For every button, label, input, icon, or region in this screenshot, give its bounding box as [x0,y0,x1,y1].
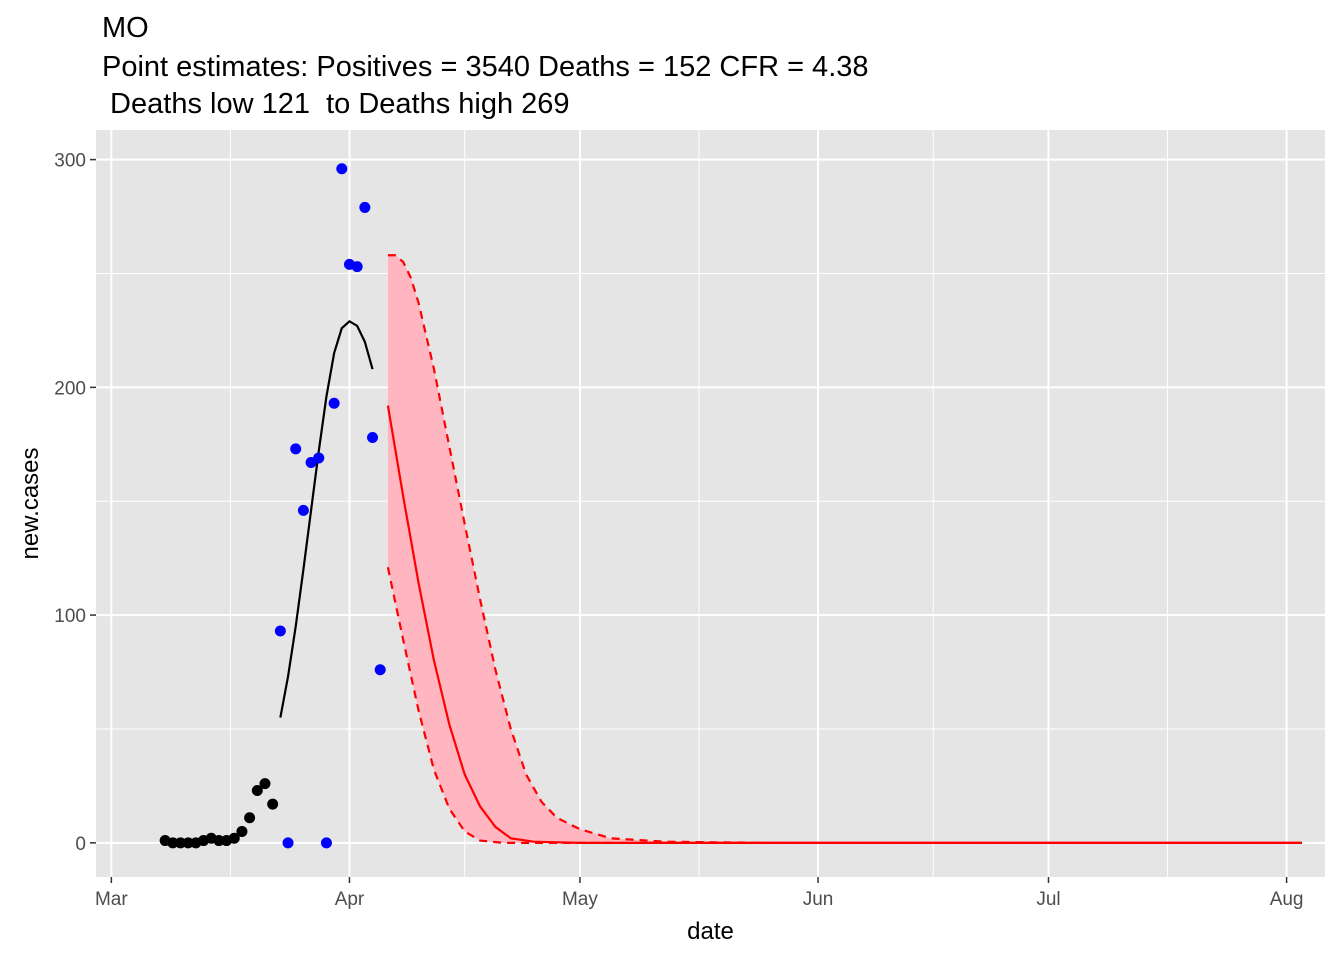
recent-point [367,431,379,443]
recent-point [290,443,302,455]
y-tick-label: 200 [54,378,86,399]
x-axis-label: date [687,918,734,945]
recent-point [328,397,340,409]
early-point [174,837,186,849]
early-point [244,812,256,824]
chart-title: MO [102,12,149,44]
recent-point [336,163,348,175]
early-point [251,784,263,796]
recent-point [320,837,332,849]
early-point [213,835,225,847]
y-axis-label: new.cases [17,447,44,559]
minor-gridlines [96,130,1325,877]
recent-point [274,625,286,637]
data-points [159,163,386,849]
x-tick-label: Jun [803,889,834,910]
recent-point [297,504,309,516]
projection-lower-bound [386,567,1302,844]
x-tick-label: May [562,889,598,910]
early-point [236,825,248,837]
recent-point [359,201,371,213]
projection-band [386,254,1302,844]
chart-subtitle-line-1: Point estimates: Positives = 3540 Deaths… [102,51,869,83]
recent-point [282,837,294,849]
series-lines [279,319,1302,844]
major-gridlines [96,130,1325,877]
y-axis: 0 100 200 300 [54,151,96,855]
x-tick-label: Apr [335,889,365,910]
y-tick-label: 300 [54,151,86,172]
y-tick-label: 100 [54,606,86,627]
chart-subtitle-line-2: Deaths low 121 to Deaths high 269 [102,88,570,120]
fit-line [279,319,374,718]
early-point [167,837,179,849]
recent-point [313,452,325,464]
x-axis: Mar Apr May Jun Jul Aug [95,877,1304,910]
early-point [182,837,194,849]
projection-upper-bound [387,254,1302,844]
recent-point [374,664,386,676]
early-point [267,798,279,810]
early-point [259,778,271,790]
x-tick-label: Aug [1270,889,1304,910]
projection-line [386,405,1302,844]
x-tick-label: Mar [95,889,128,910]
x-tick-label: Jul [1036,889,1060,910]
projection-band-fill [387,255,1302,843]
y-tick-label: 0 [75,834,86,855]
plot-panel [96,130,1325,877]
early-point [228,832,240,844]
recent-point [351,261,363,273]
